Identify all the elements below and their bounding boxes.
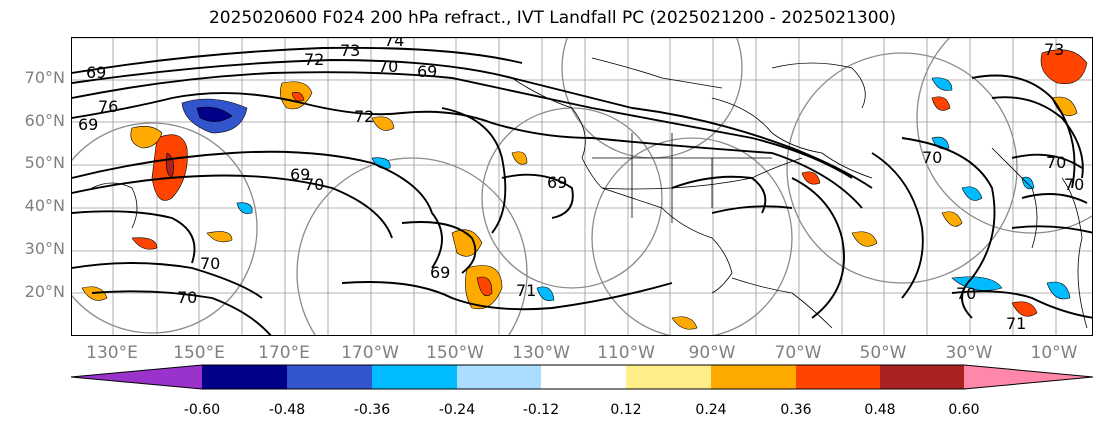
lon-label-10w: 10°W <box>1030 343 1078 363</box>
map-canvas: 74 73 72 70 69 76 72 69 69 70 70 71 70 7… <box>72 38 1092 335</box>
colorbar-swatch <box>880 365 964 389</box>
contour-label: 70 <box>922 148 942 167</box>
colorbar-tick-label: 0.48 <box>864 402 896 418</box>
lon-label-130w: 130°W <box>512 343 570 363</box>
colorbar-tick-label: -0.12 <box>522 402 560 418</box>
colorbar-swatch <box>964 365 1093 389</box>
colorbar-tick-label: 0.60 <box>948 402 980 418</box>
contour-label: 73 <box>340 41 360 60</box>
lat-label-50n: 50°N <box>24 153 65 172</box>
colorbar-outline <box>70 364 1094 390</box>
lat-label-30n: 30°N <box>24 239 65 258</box>
refractivity-contours <box>72 46 1092 335</box>
colorbar-tick-label: -0.36 <box>353 402 391 418</box>
colorbar-swatch <box>457 365 541 389</box>
contour-label: 73 <box>1044 40 1064 59</box>
colorbar-tick-label: 0.12 <box>610 402 642 418</box>
lat-label-70n: 70°N <box>24 68 65 87</box>
contour-labels: 74 73 72 70 69 76 72 69 69 70 70 71 70 7… <box>78 38 1084 333</box>
lat-label-60n: 60°N <box>24 111 65 130</box>
contour-label: 72 <box>304 50 324 69</box>
colorbar-swatch <box>202 365 287 389</box>
range-circles <box>72 38 1092 335</box>
contour-label: 76 <box>98 97 118 116</box>
contour-label: 69 <box>547 173 567 192</box>
contour-label: 69 <box>430 263 450 282</box>
colorbar-tick-label: -0.60 <box>183 402 221 418</box>
lon-label-150e: 150°E <box>173 343 225 363</box>
lon-label-50w: 50°W <box>859 343 907 363</box>
colorbar-swatch <box>541 365 626 389</box>
lon-label-110w: 110°W <box>597 343 655 363</box>
lon-label-170w: 170°W <box>341 343 399 363</box>
positive-anomaly-patches <box>81 49 1088 330</box>
contour-label: 69 <box>290 165 310 184</box>
colorbar-swatch <box>626 365 711 389</box>
lat-label-40n: 40°N <box>24 196 65 215</box>
negative-anomaly-patches <box>181 77 1071 302</box>
contour-label: 71 <box>1006 314 1026 333</box>
contour-label: 70 <box>177 288 197 307</box>
colorbar-swatch <box>287 365 372 389</box>
contour-label: 69 <box>86 63 106 82</box>
lon-label-130e: 130°E <box>86 343 138 363</box>
colorbar-swatch <box>71 365 202 389</box>
contour-label: 70 <box>200 254 220 273</box>
colorbar-tick-label: 0.24 <box>695 402 727 418</box>
colorbar-tick-label: -0.48 <box>268 402 306 418</box>
lon-label-150w: 150°W <box>426 343 484 363</box>
lon-label-30w: 30°W <box>945 343 993 363</box>
contour-label: 69 <box>78 115 98 134</box>
colorbar-tick-label: -0.24 <box>438 402 476 418</box>
colorbar-swatch <box>796 365 880 389</box>
colorbar <box>70 364 1094 390</box>
contour-label: 71 <box>516 281 536 300</box>
contour-label: 72 <box>354 107 374 126</box>
lon-label-70w: 70°W <box>774 343 822 363</box>
lat-label-20n: 20°N <box>24 282 65 301</box>
contour-label: 70 <box>304 175 324 194</box>
lon-label-90w: 90°W <box>688 343 736 363</box>
colorbar-swatch <box>372 365 457 389</box>
lon-label-170e: 170°E <box>258 343 310 363</box>
colorbar-tick-label: 0.36 <box>780 402 812 418</box>
contour-label: 70 <box>956 284 976 303</box>
colorbar-swatch <box>711 365 796 389</box>
contour-label: 70 <box>1064 175 1084 194</box>
map-panel: 74 73 72 70 69 76 72 69 69 70 70 71 70 7… <box>71 37 1093 336</box>
contour-label: 70 <box>378 57 398 76</box>
contour-label: 69 <box>417 62 437 81</box>
map-title: 2025020600 F024 200 hPa refract., IVT La… <box>208 8 896 28</box>
contour-label: 74 <box>384 38 404 50</box>
coastlines <box>91 57 1088 329</box>
contour-label: 70 <box>1046 153 1066 172</box>
